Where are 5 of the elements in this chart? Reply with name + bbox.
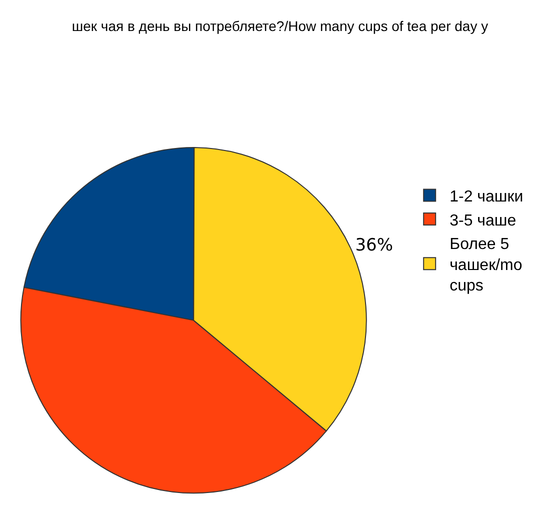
chart-title: шек чая в день вы потребляете?/How many cups of tea per day y <box>72 18 488 34</box>
legend-label: Более 5 чашек/mo cups <box>450 236 522 295</box>
legend-label: 1-2 чашки <box>450 188 524 206</box>
legend-label: 3-5 чаше <box>450 212 516 230</box>
data-label: 36% <box>355 236 394 256</box>
